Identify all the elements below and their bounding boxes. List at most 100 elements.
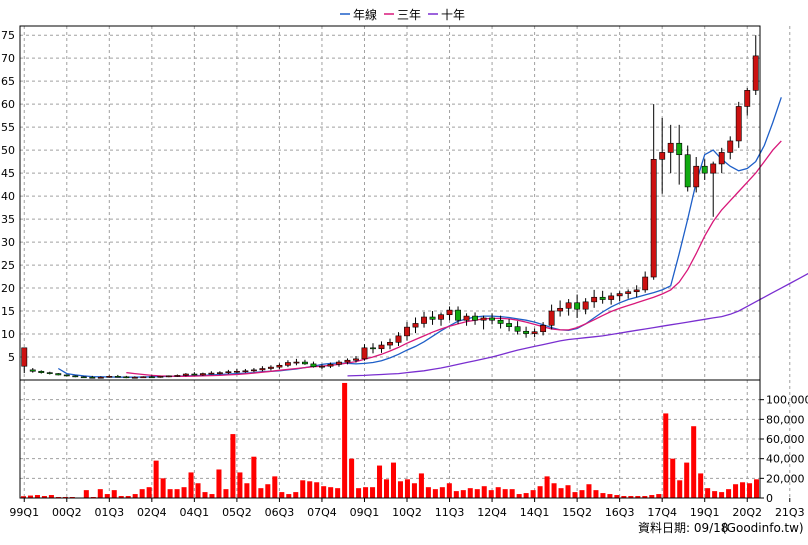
volume-bar [175,489,180,498]
candle-body [447,310,452,315]
x-tick-label: 14Q1 [520,506,550,519]
legend: 年線三年十年 [340,7,465,22]
volume-bar [733,484,738,498]
price-tick-label: 40 [1,190,15,203]
volume-bar [349,459,354,498]
candle-body [617,294,622,296]
candle-body [166,376,171,377]
candle-body [430,317,435,319]
x-tick-label: 06Q3 [265,506,295,519]
volume-bar [719,492,724,498]
candle-body [566,303,571,309]
candle-body [413,323,418,327]
volume-bar [698,473,703,498]
candle-body [336,362,341,364]
x-tick-label: 01Q3 [94,506,124,519]
footer-source: (Goodinfo.tw) [722,521,804,535]
volume-bar [307,481,312,498]
volume-bar [552,483,557,498]
price-tick-label: 45 [1,167,15,180]
volume-bar [747,483,752,498]
candle-body [47,373,52,374]
candle-body [668,143,673,152]
volume-bar [684,463,689,498]
price-tick-label: 20 [1,282,15,295]
candle-body [694,166,699,187]
candle-body [506,323,511,326]
volume-bar [321,486,326,498]
volume-bar [440,487,445,498]
candle-body [515,327,520,332]
volume-bar [531,490,536,498]
x-tick-label: 19Q1 [690,506,720,519]
price-tick-label: 65 [1,75,15,88]
candle-body [30,370,35,371]
volume-bar [251,457,256,498]
candle-body [73,376,78,377]
candle-body [677,143,682,154]
volume-bar [384,479,389,498]
volume-bar [244,483,249,498]
volume-bar [419,473,424,498]
price-tick-label: 15 [1,305,15,318]
candle-body [592,297,597,302]
volume-bar [293,492,298,498]
candle-body [200,374,205,375]
candle-body [124,377,129,378]
candle-body [660,152,665,159]
volume-bar [335,488,340,498]
candle-body [557,308,562,311]
candle-body [158,376,163,377]
legend-label: 三年 [397,8,421,22]
x-tick-label: 16Q3 [605,506,635,519]
volume-bar [538,486,543,498]
candle-body [56,374,61,375]
x-tick-label: 10Q2 [392,506,422,519]
volume-bar [607,494,612,498]
volume-bar [656,494,661,498]
x-tick-label: 11Q3 [435,506,465,519]
price-tick-label: 75 [1,29,15,42]
volume-bar [168,489,173,498]
candle-body [489,318,494,320]
candle-body [523,331,528,333]
volume-bar [286,494,291,498]
candle-body [81,377,86,378]
volume-tick-label: 20,000 [766,472,805,485]
candle-body [379,345,384,349]
volume-bar [517,494,522,498]
candle-body [421,317,426,323]
candle-body [183,374,188,375]
volume-bar [726,489,731,498]
candle-body [64,375,69,376]
price-tick-label: 35 [1,213,15,226]
candle-body [532,332,537,334]
x-tick-label: 07Q4 [307,506,337,519]
volume-tick-label: 80,000 [766,413,805,426]
volume-bar [593,490,598,498]
volume-bar [272,476,277,498]
volume-bar [691,426,696,498]
volume-bar [705,488,710,498]
candle-body [260,369,265,370]
volume-bar [209,494,214,498]
price-tick-label: 5 [8,351,15,364]
volume-bar [133,494,138,498]
candle-body [702,166,707,173]
volume-bar [405,479,410,498]
candle-body [107,376,112,377]
price-tick-label: 50 [1,144,15,157]
candle-body [404,327,409,336]
volume-bar [189,472,194,498]
volume-bar [677,480,682,498]
volume-tick-label: 0 [766,492,773,505]
volume-bar [147,487,152,498]
candle-body [302,362,307,364]
candle-body [370,348,375,349]
x-tick-label: 15Q2 [562,506,592,519]
candle-body [209,373,214,374]
candle-body [277,365,282,367]
candle-body [319,366,324,367]
volume-bar [579,490,584,498]
